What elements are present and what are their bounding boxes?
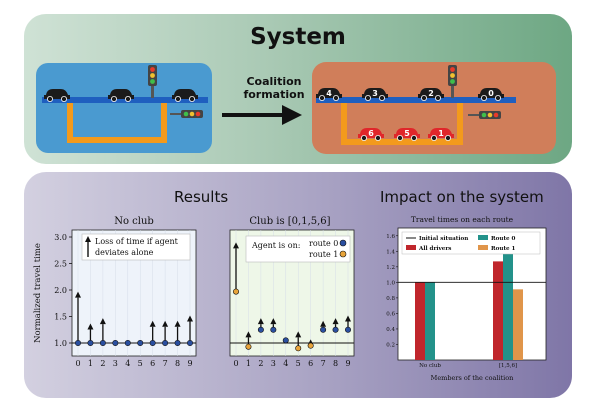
- chart3-xlabel: Members of the coalition: [431, 374, 514, 382]
- x-tick-label: 4: [125, 359, 130, 368]
- x-tick-label: 3: [113, 359, 118, 368]
- x-tick-label: 7: [163, 359, 168, 368]
- data-point: [258, 327, 263, 332]
- data-point: [113, 340, 118, 345]
- data-point: [345, 327, 350, 332]
- data-point: [75, 340, 80, 345]
- chart1-legend-line2: deviates alone: [95, 248, 154, 257]
- chart3-legend-route0: Route 0: [491, 236, 516, 242]
- data-point: [271, 327, 276, 332]
- bar: [425, 282, 435, 360]
- x-tick-label: 3: [271, 359, 276, 368]
- chart3-legend-route1: Route 1: [491, 246, 516, 252]
- bar: [503, 251, 513, 360]
- chart3-legend-route0-swatch: [478, 235, 488, 240]
- x-tick-label: 0: [233, 359, 238, 368]
- data-point: [296, 346, 301, 351]
- x-tick-label: 8: [175, 359, 180, 368]
- x-tick-label: 2: [258, 359, 263, 368]
- y-tick-label: 2.5: [54, 260, 67, 269]
- y-tick-label: 1.6: [386, 234, 395, 240]
- chart-club: Club is [0,1,5,6] 0123456789 Agent is on…: [230, 216, 354, 368]
- data-point: [233, 289, 238, 294]
- chart2-legend-route1: route 1: [309, 250, 338, 259]
- x-tick-label: 1: [88, 359, 93, 368]
- data-point: [88, 340, 93, 345]
- data-point: [187, 340, 192, 345]
- chart1-ylabel: Normalized travel time: [33, 243, 43, 343]
- y-tick-label: 0.4: [386, 327, 395, 333]
- x-tick-label: 9: [187, 359, 192, 368]
- x-tick-label: 5: [138, 359, 143, 368]
- bar: [415, 282, 425, 360]
- chart2-legend-title: Agent is on:: [251, 241, 300, 250]
- data-point: [283, 338, 288, 343]
- chart2-legend-dot-route0: [340, 240, 346, 246]
- x-tick-label: 8: [333, 359, 338, 368]
- x-tick-label: 7: [321, 359, 326, 368]
- data-point: [333, 327, 338, 332]
- y-tick-label: 0.8: [386, 296, 395, 302]
- data-point: [125, 340, 130, 345]
- y-tick-label: 1.0: [386, 280, 395, 286]
- bar: [513, 289, 523, 360]
- x-tick-label: 6: [150, 359, 155, 368]
- chart3-legend-all-swatch: [406, 245, 416, 250]
- chart2-title: Club is [0,1,5,6]: [249, 216, 330, 227]
- y-tick-label: 0.2: [386, 342, 395, 348]
- data-point: [162, 340, 167, 345]
- chart-no-club: No club 0 1 2 3 4 5 6 7 8 9 1.0 1.5 2.0 2.5 3.0 Normal…: [33, 216, 196, 368]
- x-tick-label: 2: [100, 359, 105, 368]
- data-point: [150, 340, 155, 345]
- x-tick-label: 1: [246, 359, 251, 368]
- data-point: [308, 343, 313, 348]
- x-tick-label: No club: [419, 363, 441, 369]
- chart2-legend-route0: route 0: [309, 239, 338, 248]
- data-point: [100, 340, 105, 345]
- data-point: [138, 340, 143, 345]
- chart3-legend-all: All drivers: [418, 246, 451, 252]
- x-tick-label: 0: [75, 359, 80, 368]
- x-tick-label: [1,5,6]: [499, 363, 517, 369]
- x-tick-label: 6: [308, 359, 313, 368]
- chart3-legend-route1-swatch: [478, 245, 488, 250]
- y-tick-label: 1.5: [54, 313, 67, 322]
- y-tick-label: 1.2: [386, 265, 395, 271]
- chart3-legend-initial: Initial situation: [419, 236, 468, 242]
- x-tick-label: 4: [283, 359, 288, 368]
- y-tick-label: 1.4: [386, 249, 395, 255]
- y-tick-label: 2.0: [54, 286, 67, 295]
- data-point: [320, 327, 325, 332]
- bar: [493, 261, 503, 360]
- y-tick-label: 0.6: [386, 311, 395, 317]
- chart1-legend-line1: Loss of time if agent: [95, 237, 179, 246]
- data-point: [175, 340, 180, 345]
- x-tick-label: 9: [345, 359, 350, 368]
- chart2-legend-dot-route1: [340, 251, 346, 257]
- y-tick-label: 3.0: [54, 233, 67, 242]
- y-tick-label: 1.0: [54, 339, 67, 348]
- chart3-title: Travel times on each route: [411, 215, 514, 224]
- chart-travel-times: Travel times on each route 0.2 0.4 0.6 0.8 1…: [386, 215, 546, 382]
- data-point: [246, 344, 251, 349]
- chart1-title: No club: [114, 216, 154, 227]
- x-tick-label: 5: [296, 359, 301, 368]
